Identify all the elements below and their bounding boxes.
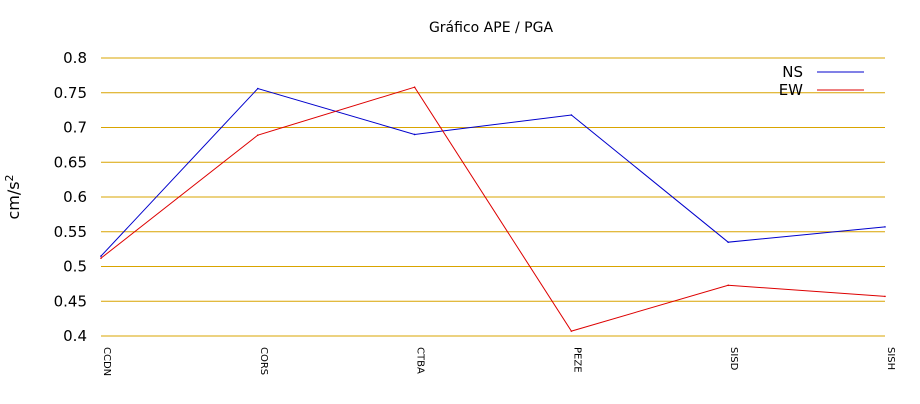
y-tick-label: 0.8 <box>63 49 87 67</box>
data-point <box>570 114 573 116</box>
y-axis-label-unit: cm/s <box>4 181 23 219</box>
y-axis-ticks: 0.4 0.45 0.5 0.55 0.6 0.65 0.7 0.75 0.8 <box>54 49 87 345</box>
series-ew <box>100 86 886 332</box>
x-tick-label: CCDN <box>101 347 112 376</box>
data-point <box>413 133 416 136</box>
y-tick-label: 0.65 <box>54 153 87 171</box>
legend-item-ew: EW <box>779 81 864 99</box>
series-lines <box>100 86 886 332</box>
legend-label: EW <box>779 81 803 99</box>
y-tick-label: 0.6 <box>63 188 87 206</box>
y-tick-label: 0.45 <box>54 292 87 310</box>
legend-item-ns: NS <box>782 63 864 81</box>
series-line-ns <box>100 88 886 257</box>
x-tick-label: SISH <box>885 347 896 370</box>
data-point <box>884 295 886 298</box>
y-tick-label: 0.5 <box>63 258 87 276</box>
x-axis-ticks: CCDN CORS CTBA PEZE SISD SISH <box>101 347 896 376</box>
x-tick-label: CTBA <box>415 347 426 374</box>
data-point <box>100 257 102 259</box>
data-point <box>257 134 259 136</box>
gridlines <box>101 57 885 337</box>
chart-title: Gráfico APE / PGA <box>429 20 553 36</box>
data-point <box>570 330 573 332</box>
y-tick-label: 0.7 <box>63 119 87 137</box>
data-point <box>100 255 102 257</box>
series-ns <box>100 87 886 257</box>
y-tick-label: 0.4 <box>63 327 87 345</box>
x-tick-label: PEZE <box>571 347 582 373</box>
y-axis-label-exponent: 2 <box>3 174 16 181</box>
legend-label: NS <box>782 63 803 81</box>
data-point <box>884 226 886 228</box>
x-tick-label: SISD <box>728 347 739 371</box>
data-point <box>727 241 729 243</box>
data-point <box>257 87 259 90</box>
y-axis-label: cm/s2 <box>3 174 23 219</box>
data-point <box>413 86 416 88</box>
series-line-ew <box>100 86 886 332</box>
x-tick-label: CORS <box>258 347 269 375</box>
y-tick-label: 0.55 <box>54 223 87 241</box>
data-point <box>727 284 729 287</box>
y-tick-label: 0.75 <box>54 84 87 102</box>
